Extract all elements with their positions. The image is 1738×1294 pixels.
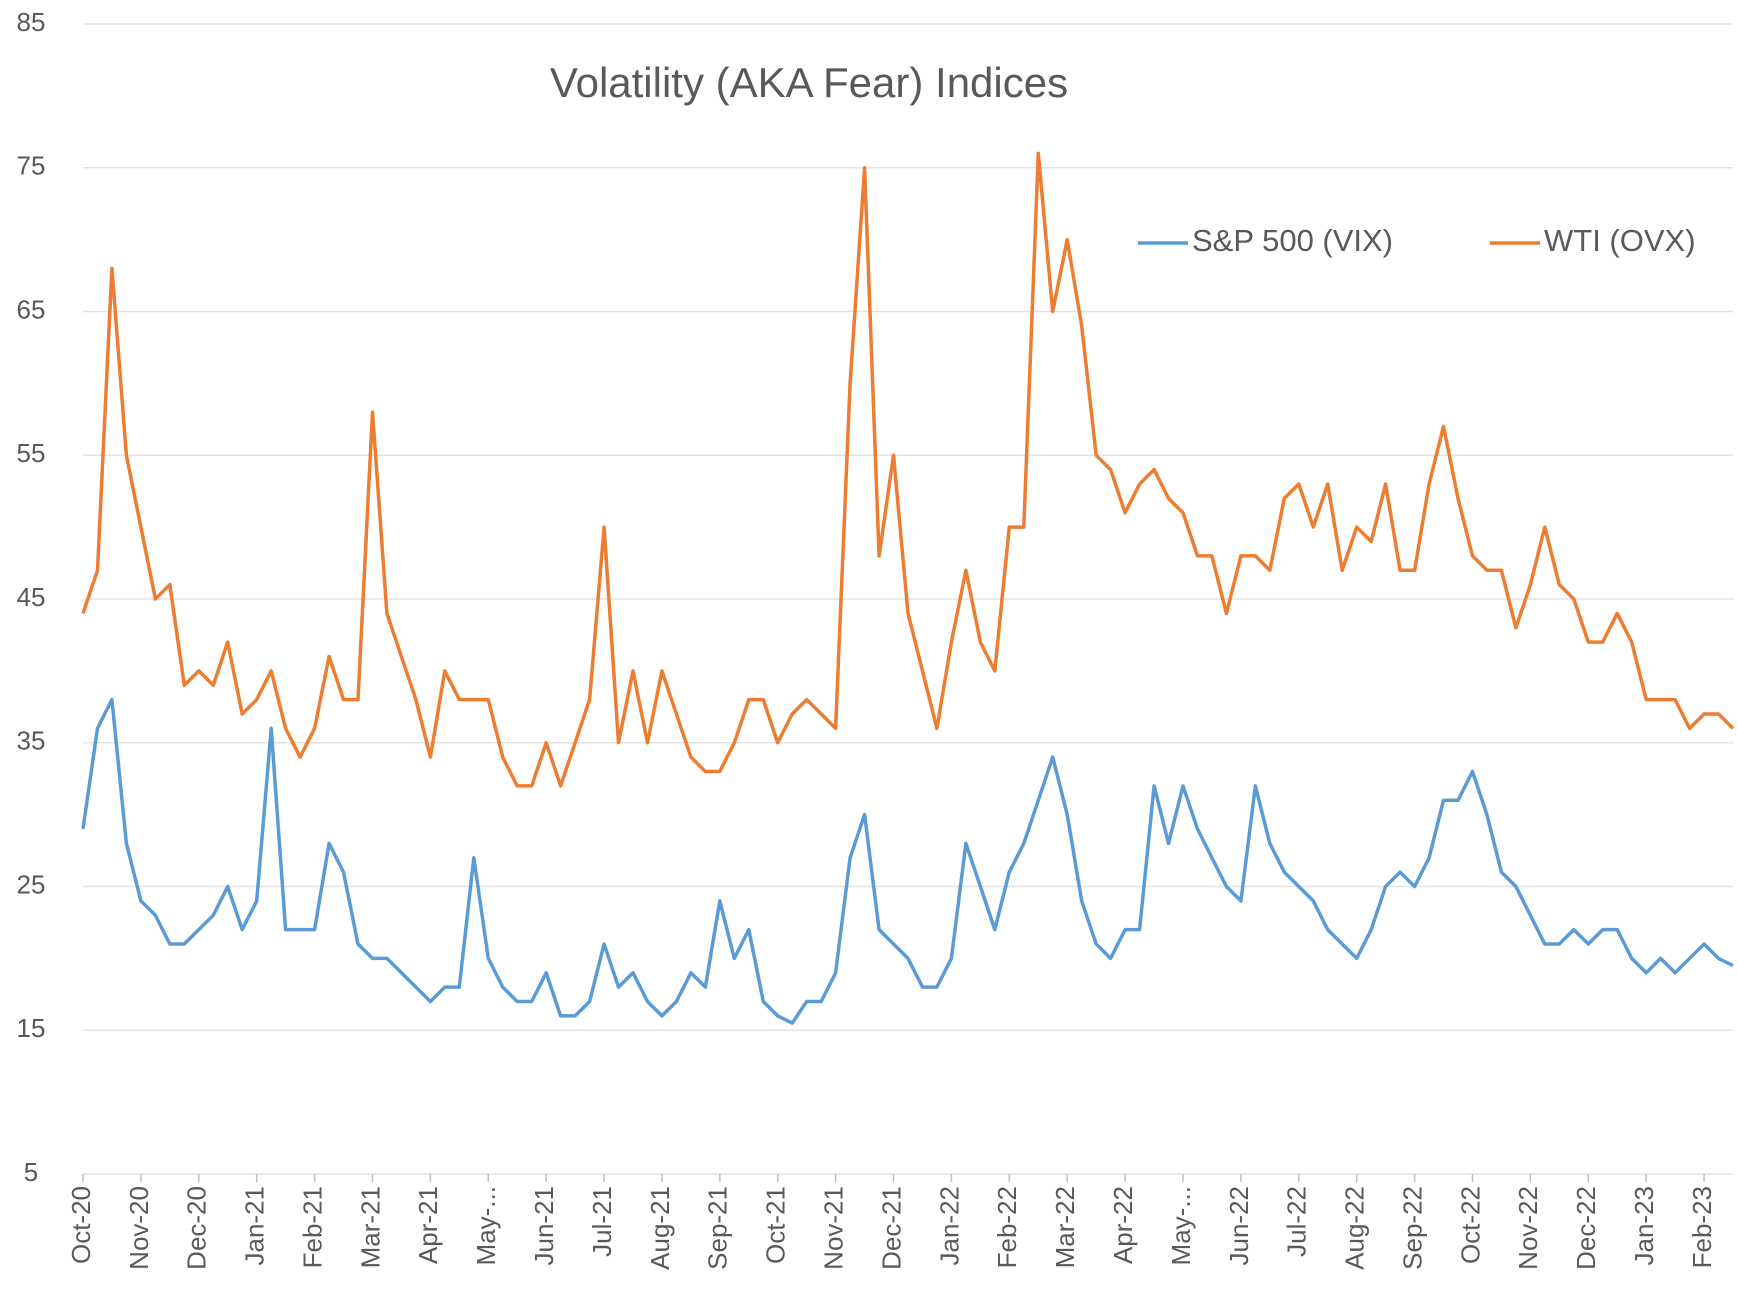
x-tick-label: May-...	[471, 1186, 501, 1265]
x-tick-label: Oct-21	[761, 1186, 791, 1264]
x-tick-label: Jul-21	[587, 1186, 617, 1257]
x-tick-label: Jan-23	[1629, 1186, 1659, 1266]
x-tick-label: Feb-23	[1687, 1186, 1717, 1268]
y-tick-label: 45	[17, 582, 46, 612]
x-tick-label: Dec-21	[876, 1186, 906, 1270]
x-tick-label: Sep-22	[1397, 1186, 1427, 1270]
y-tick-label: 55	[17, 438, 46, 468]
y-tick-label: 85	[17, 7, 46, 37]
x-tick-label: Dec-22	[1571, 1186, 1601, 1270]
x-tick-label: Apr-22	[1108, 1186, 1138, 1264]
y-tick-label: 65	[17, 294, 46, 324]
x-tick-label: Feb-21	[297, 1186, 327, 1268]
y-tick-label: 15	[17, 1013, 46, 1043]
legend-label: WTI (OVX)	[1544, 223, 1696, 258]
chart-title: Volatility (AKA Fear) Indices	[550, 59, 1068, 106]
x-tick-label: Jun-21	[529, 1186, 559, 1266]
x-tick-label: Sep-21	[703, 1186, 733, 1270]
x-tick-label: Dec-20	[182, 1186, 212, 1270]
x-tick-label: Aug-21	[645, 1186, 675, 1270]
x-tick-label: Mar-21	[355, 1186, 385, 1268]
x-tick-label: Oct-20	[66, 1186, 96, 1264]
x-tick-label: Jan-22	[934, 1186, 964, 1266]
series-line	[81, 697, 1734, 1025]
x-tick-label: Jun-22	[1224, 1186, 1254, 1266]
y-tick-label: 35	[17, 726, 46, 756]
x-tick-label: Mar-22	[1050, 1186, 1080, 1268]
x-tick-label: Feb-22	[992, 1186, 1022, 1268]
y-tick-label: 75	[17, 151, 46, 181]
x-tick-label: Jul-22	[1282, 1186, 1312, 1257]
x-tick-label: Nov-22	[1513, 1186, 1543, 1270]
y-tick-label: 25	[17, 869, 46, 899]
x-tick-label: Apr-21	[413, 1186, 443, 1264]
y-tick-label: 5	[24, 1157, 38, 1187]
series-line	[81, 151, 1735, 788]
x-tick-label: Aug-22	[1340, 1186, 1370, 1270]
x-tick-label: Oct-22	[1455, 1186, 1485, 1264]
x-tick-label: Jan-21	[240, 1186, 270, 1266]
x-tick-label: Nov-20	[124, 1186, 154, 1270]
x-tick-label: Nov-21	[819, 1186, 849, 1270]
legend-label: S&P 500 (VIX)	[1192, 223, 1393, 258]
x-tick-label: May-...	[1166, 1186, 1196, 1265]
